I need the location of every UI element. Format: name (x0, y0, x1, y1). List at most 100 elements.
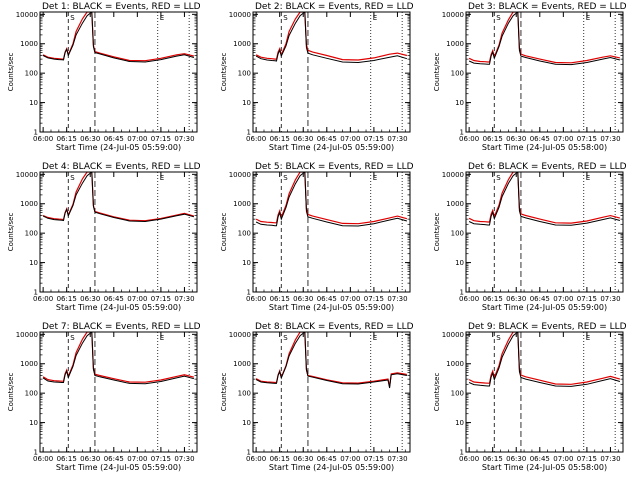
series-line-lld (468, 12, 621, 64)
chart-title: Det 4: BLACK = Events, RED = LLD (42, 162, 201, 172)
detector-chart-9: Det 9: BLACK = Events, RED = LLD S E 1 10 100… (433, 322, 627, 472)
x-tick-label: 07:00 (127, 135, 147, 143)
x-tick-label: 06:15 (483, 295, 503, 303)
end-marker-label: E (373, 334, 377, 342)
series-line-events (42, 332, 195, 385)
detector-chart-3: Det 3: BLACK = Events, RED = LLD S E 1 10 100… (433, 2, 627, 152)
x-tick-label: 07:00 (340, 455, 360, 463)
end-marker-label: E (586, 174, 590, 182)
x-tick-label: 06:00 (33, 295, 53, 303)
y-axis-label: Counts/sec (220, 373, 228, 412)
end-marker-label: E (586, 14, 590, 22)
y-tick-label: 100 (25, 70, 38, 78)
x-tick-label: 06:45 (317, 295, 337, 303)
plot-frame (39, 11, 198, 133)
x-tick-label: 06:15 (483, 455, 503, 463)
plot-frame (252, 171, 411, 293)
x-tick-label: 07:15 (151, 135, 171, 143)
y-axis-label: Counts/sec (220, 213, 228, 252)
y-tick-label: 10 (455, 419, 464, 427)
y-axis-label: Counts/sec (7, 373, 15, 412)
x-tick-label: 06:45 (104, 455, 124, 463)
series-line-events (255, 332, 407, 389)
x-tick-label: 07:15 (364, 455, 384, 463)
x-tick-label: 07:15 (151, 295, 171, 303)
start-marker-label: S (70, 174, 75, 182)
x-tick-label: 07:00 (553, 135, 573, 143)
detector-chart-1: Det 1: BLACK = Events, RED = LLD S E 1 10 100… (7, 2, 201, 152)
y-tick-label: 1000 (233, 360, 251, 368)
y-tick-label: 1 (460, 449, 464, 457)
y-tick-label: 100 (238, 390, 251, 398)
chart-title: Det 1: BLACK = Events, RED = LLD (42, 2, 201, 12)
y-tick-label: 1 (34, 129, 38, 137)
x-axis-label: Start Time (24-Jul-05 05:58:00) (482, 143, 607, 152)
y-axis-label: Counts/sec (220, 53, 228, 92)
end-marker-label: E (373, 174, 377, 182)
start-marker-label: S (70, 334, 75, 342)
x-tick-label: 07:00 (340, 135, 360, 143)
x-tick-label: 06:45 (317, 135, 337, 143)
y-tick-label: 10000 (442, 11, 464, 19)
series-line-lld (255, 12, 408, 61)
y-tick-label: 100 (25, 390, 38, 398)
x-tick-label: 06:00 (246, 455, 266, 463)
x-tick-label: 07:00 (340, 295, 360, 303)
x-tick-label: 07:30 (600, 455, 620, 463)
y-tick-label: 100 (451, 70, 464, 78)
series-line-lld (42, 172, 195, 222)
start-marker-label: S (496, 14, 501, 22)
start-marker-label: S (70, 14, 75, 22)
y-tick-label: 1 (34, 449, 38, 457)
x-axis-label: Start Time (24-Jul-05 05:58:00) (482, 463, 607, 472)
end-marker-label: E (160, 334, 164, 342)
chart-title: Det 2: BLACK = Events, RED = LLD (255, 2, 414, 12)
x-tick-label: 06:15 (270, 295, 290, 303)
y-axis-label: Counts/sec (433, 213, 441, 252)
x-tick-label: 06:30 (506, 455, 526, 463)
series-line-events (42, 12, 195, 63)
x-tick-label: 06:00 (459, 135, 479, 143)
x-tick-label: 07:00 (553, 455, 573, 463)
x-tick-label: 07:30 (600, 295, 620, 303)
y-axis-label: Counts/sec (7, 213, 15, 252)
detector-chart-7: Det 7: BLACK = Events, RED = LLD S E 1 10 100… (7, 322, 201, 472)
x-tick-label: 06:15 (57, 455, 77, 463)
x-tick-label: 07:15 (577, 455, 597, 463)
x-tick-label: 06:30 (293, 455, 313, 463)
x-tick-label: 07:15 (577, 135, 597, 143)
y-tick-label: 100 (25, 230, 38, 238)
chart-title: Det 8: BLACK = Events, RED = LLD (255, 322, 414, 332)
y-tick-label: 100 (451, 390, 464, 398)
x-tick-label: 07:00 (127, 295, 147, 303)
x-tick-label: 06:45 (317, 455, 337, 463)
series-line-events (255, 172, 408, 227)
y-tick-label: 100 (238, 70, 251, 78)
x-tick-label: 06:30 (293, 135, 313, 143)
x-tick-label: 07:15 (151, 455, 171, 463)
start-marker-label: S (283, 174, 288, 182)
end-marker-label: E (373, 14, 377, 22)
plot-frame (465, 11, 624, 133)
x-tick-label: 06:45 (530, 295, 550, 303)
x-tick-label: 07:30 (174, 295, 194, 303)
x-axis-label: Start Time (24-Jul-05 05:59:00) (269, 143, 394, 152)
x-tick-label: 06:00 (246, 135, 266, 143)
series-line-events (42, 172, 195, 223)
x-tick-label: 06:00 (33, 455, 53, 463)
x-tick-label: 06:30 (506, 295, 526, 303)
plot-frame (465, 171, 624, 293)
x-tick-label: 07:30 (174, 135, 194, 143)
y-tick-label: 1 (34, 289, 38, 297)
plot-frame (465, 331, 624, 453)
detector-chart-6: Det 6: BLACK = Events, RED = LLD S E 1 10 100… (433, 162, 627, 312)
x-tick-label: 06:15 (270, 455, 290, 463)
x-tick-label: 07:30 (387, 295, 407, 303)
detector-chart-2: Det 2: BLACK = Events, RED = LLD S E 1 10 100… (220, 2, 414, 152)
series-line-events (468, 12, 621, 66)
end-marker-label: E (160, 14, 164, 22)
chart-title: Det 3: BLACK = Events, RED = LLD (468, 2, 627, 12)
chart-title: Det 5: BLACK = Events, RED = LLD (255, 162, 414, 172)
y-tick-label: 10 (242, 99, 251, 107)
x-tick-label: 06:00 (459, 455, 479, 463)
